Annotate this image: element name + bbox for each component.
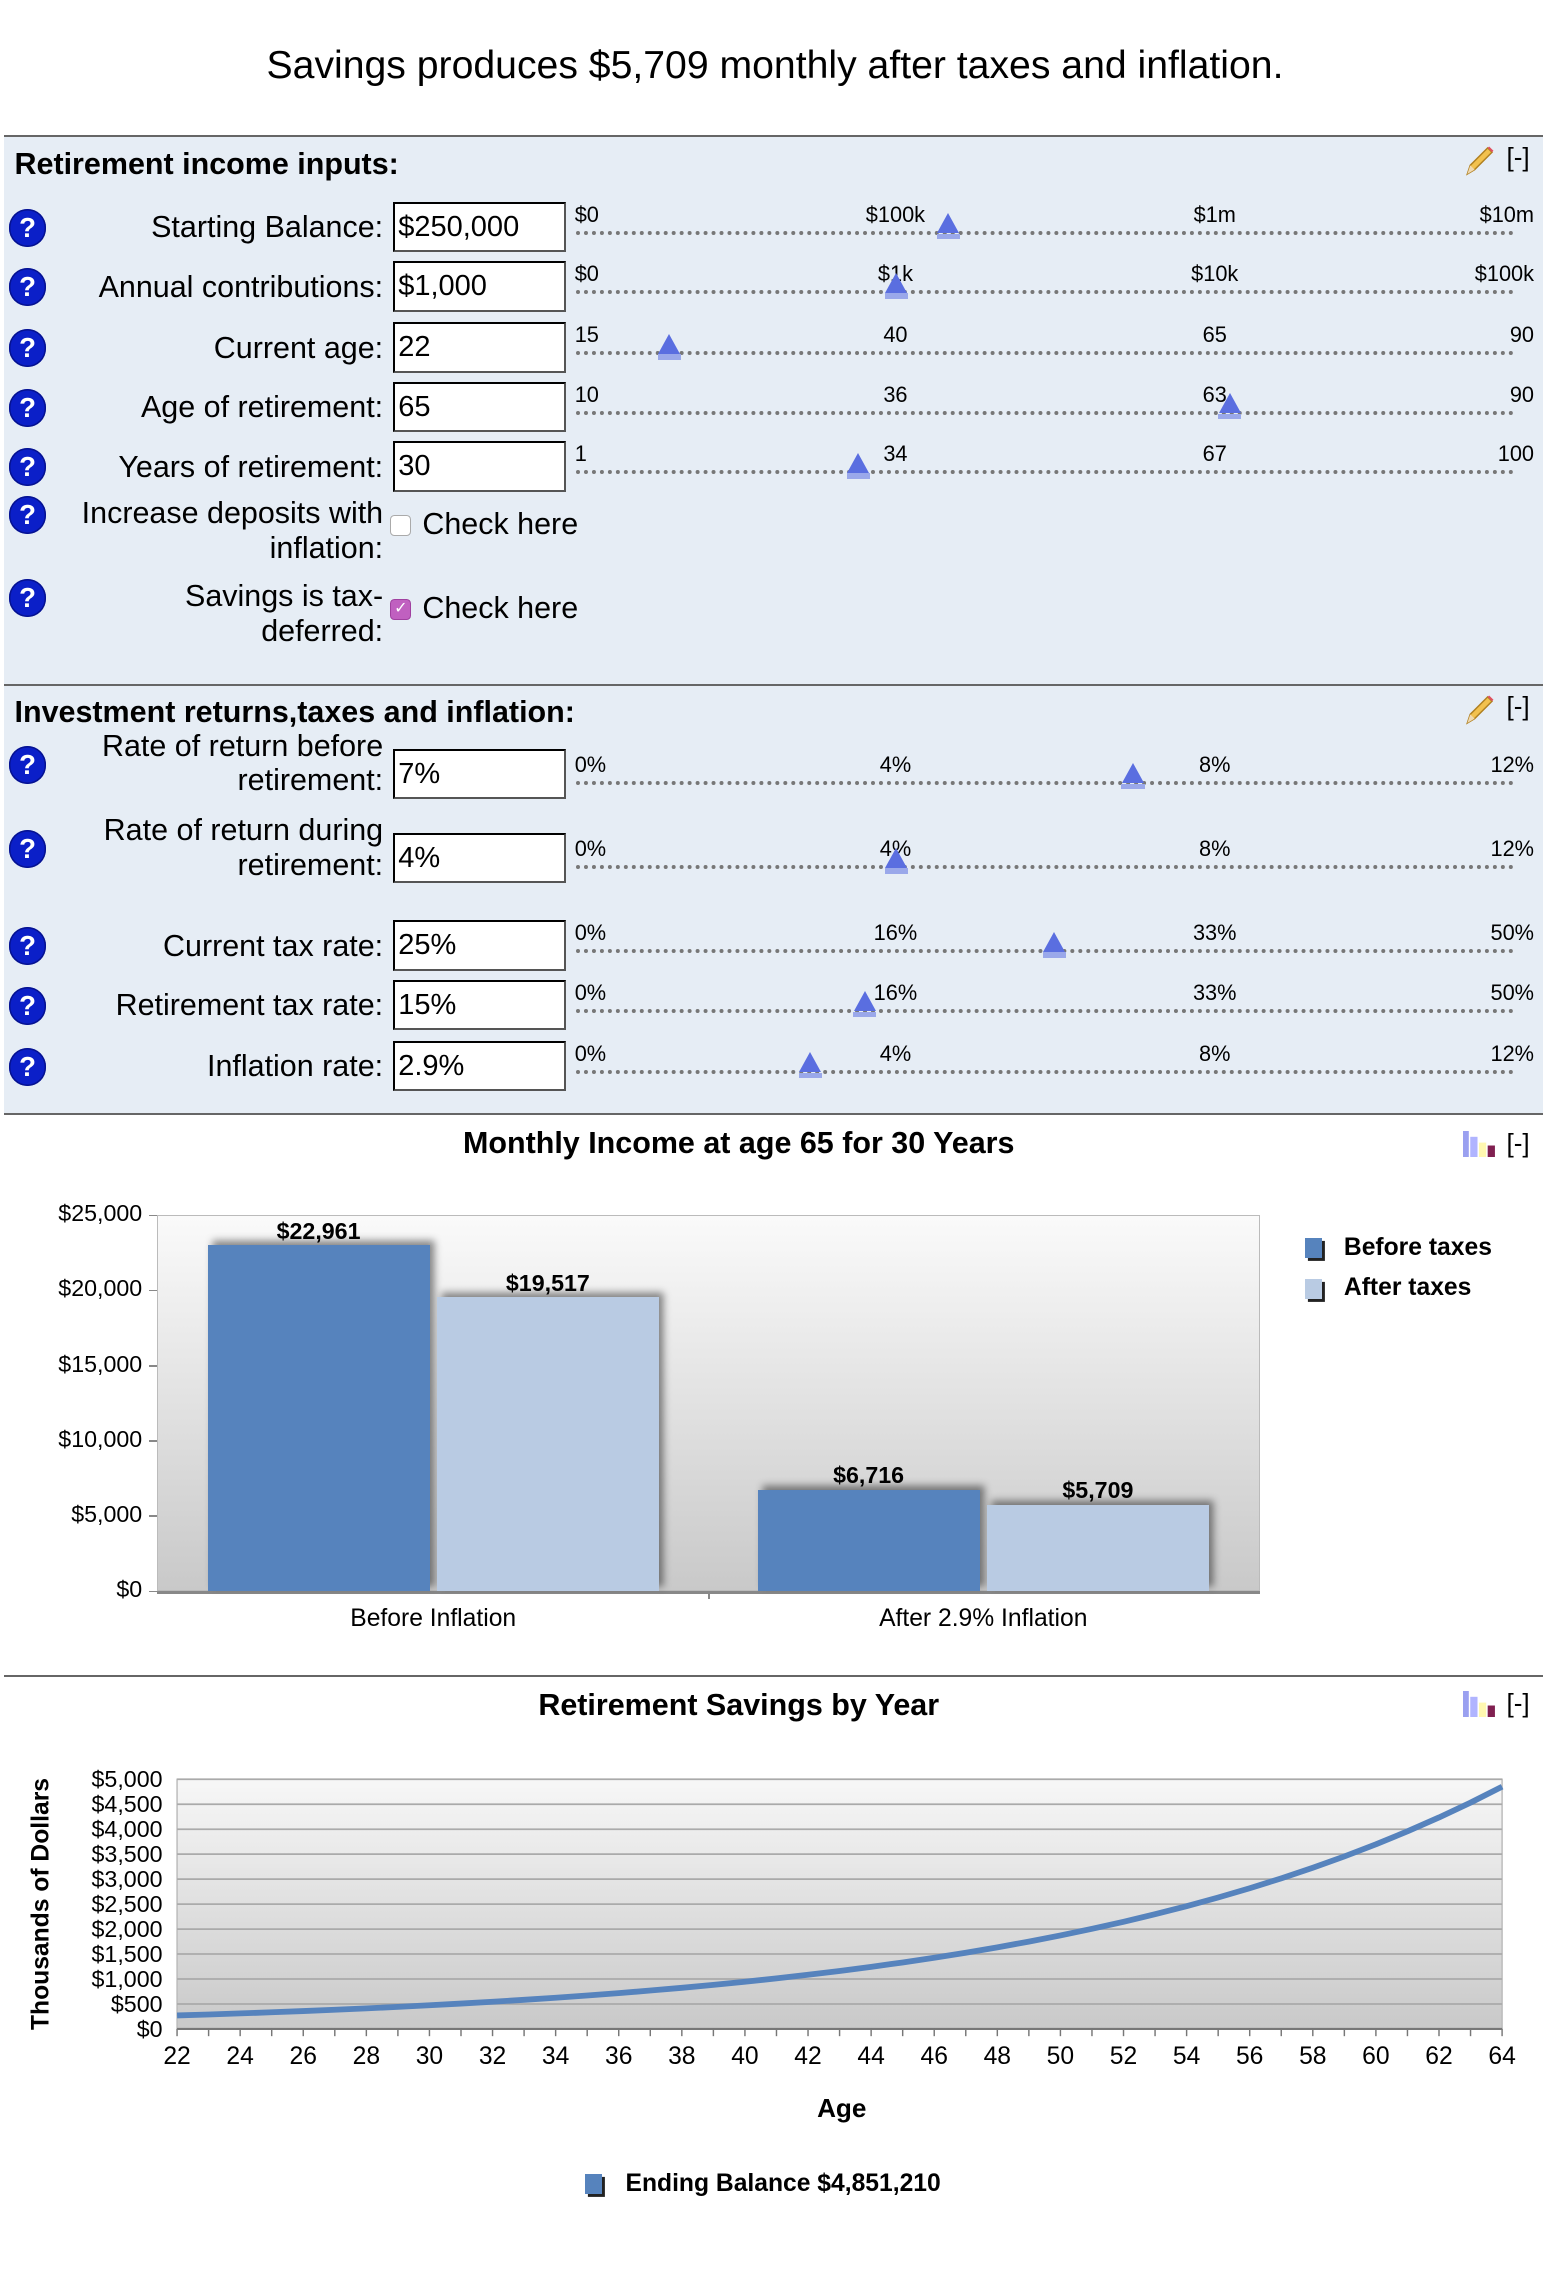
x-tick-label: 34	[527, 2043, 585, 2071]
x-tick-label: 50	[1031, 2043, 1089, 2071]
x-tick-label: 48	[968, 2043, 1026, 2071]
x-tick-label: 38	[653, 2043, 711, 2071]
x-tick-label: 52	[1094, 2043, 1152, 2071]
x-tick-label: 42	[779, 2043, 837, 2071]
x-tick-label: 58	[1284, 2043, 1342, 2071]
x-tick-label: 32	[464, 2043, 522, 2071]
x-tick-label: 46	[905, 2043, 963, 2071]
x-tick-label: 40	[716, 2043, 774, 2071]
x-tick-label: 22	[148, 2043, 206, 2071]
x-tick-label: 28	[337, 2043, 395, 2071]
legend-label: Ending Balance $4,851,210	[626, 2170, 941, 2198]
x-tick-label: 30	[400, 2043, 458, 2071]
x-tick-label: 36	[590, 2043, 648, 2071]
x-tick-label: 64	[1473, 2043, 1531, 2071]
legend-swatch	[585, 2174, 602, 2194]
x-tick-label: 54	[1158, 2043, 1216, 2071]
x-axis-title: Age	[769, 2093, 914, 2124]
x-tick-label: 24	[211, 2043, 269, 2071]
x-tick-label: 56	[1221, 2043, 1279, 2071]
x-tick-label: 60	[1347, 2043, 1405, 2071]
y-axis-title: Thousands of Dollars	[28, 1773, 56, 2034]
x-tick-label: 26	[274, 2043, 332, 2071]
x-tick-label: 44	[842, 2043, 900, 2071]
x-tick-label: 62	[1410, 2043, 1468, 2071]
